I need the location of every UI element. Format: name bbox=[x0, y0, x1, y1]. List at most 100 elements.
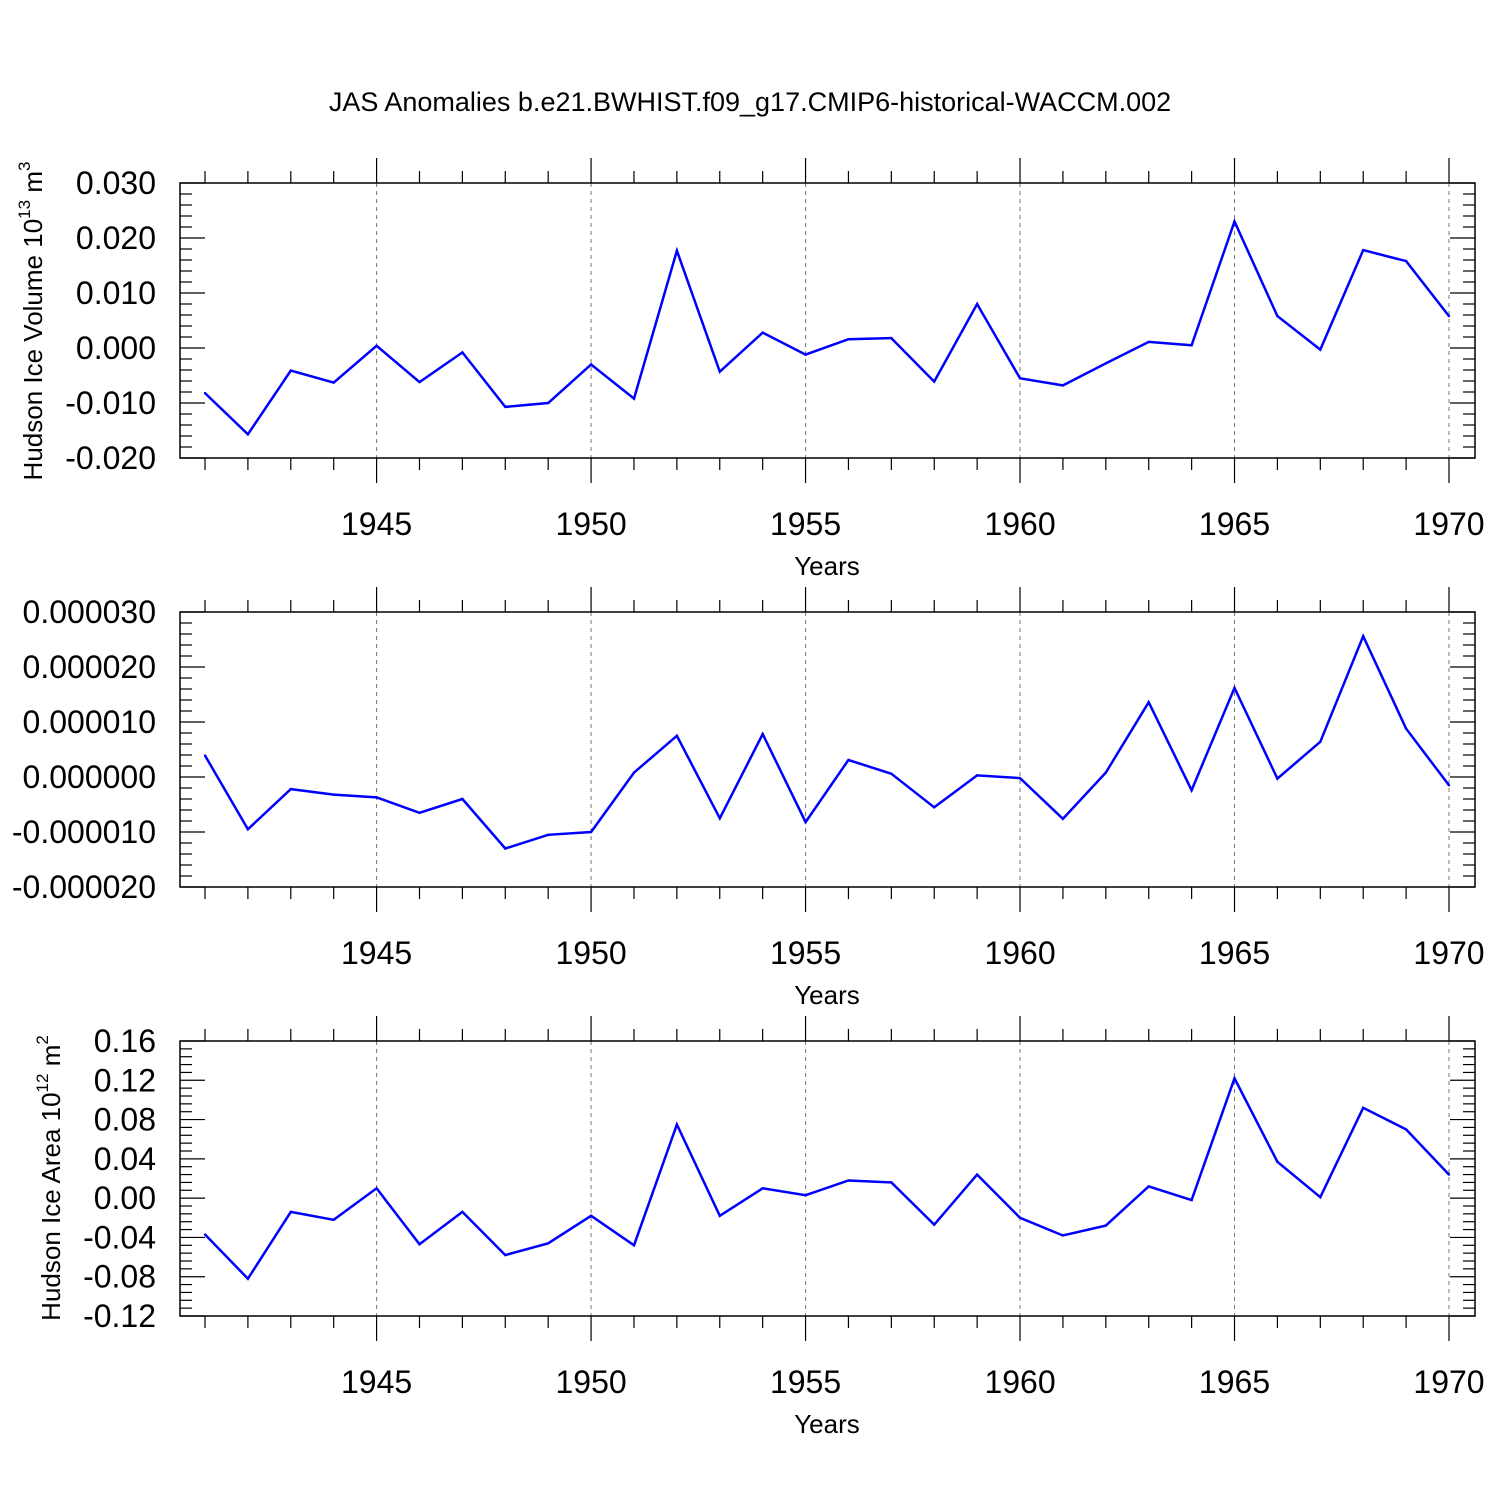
x-tick-label: 1965 bbox=[1199, 506, 1270, 542]
data-point-1959 bbox=[975, 1173, 979, 1176]
x-tick-label: 1955 bbox=[770, 935, 841, 971]
data-point-1961 bbox=[1061, 817, 1065, 820]
data-point-1966 bbox=[1276, 777, 1279, 780]
data-point-1944 bbox=[332, 381, 335, 384]
data-point-1964 bbox=[1190, 1198, 1193, 1202]
data-point-1961 bbox=[1061, 384, 1065, 387]
y-tick-label: 0.000000 bbox=[23, 759, 156, 795]
y-tick-label: 0.16 bbox=[94, 1023, 156, 1059]
data-point-1941 bbox=[203, 391, 207, 395]
data-point-1948 bbox=[504, 405, 507, 409]
x-tick-label: 1945 bbox=[341, 506, 412, 542]
data-point-1945 bbox=[375, 1187, 378, 1190]
y-axis-label-exponent: 12 bbox=[33, 1074, 52, 1093]
data-point-1957 bbox=[890, 336, 893, 340]
data-point-1962 bbox=[1104, 1224, 1108, 1227]
data-point-1956 bbox=[847, 1179, 850, 1182]
data-point-1961 bbox=[1061, 1234, 1065, 1237]
data-point-1955 bbox=[804, 820, 807, 824]
data-point-1960 bbox=[1018, 1216, 1022, 1219]
data-point-1956 bbox=[847, 338, 850, 341]
data-point-1968 bbox=[1362, 635, 1365, 638]
data-point-1944 bbox=[332, 1218, 335, 1221]
data-point-1964 bbox=[1190, 789, 1193, 792]
data-point-1964 bbox=[1190, 344, 1193, 347]
y-axis-label-exponent: 13 bbox=[15, 200, 34, 219]
y-tick-label: 0.000 bbox=[76, 330, 156, 366]
y-axis-label-text: Hudson Ice Area 10 bbox=[36, 1092, 66, 1320]
data-point-1963 bbox=[1147, 1185, 1150, 1188]
data-point-1966 bbox=[1276, 314, 1279, 318]
data-point-1957 bbox=[890, 772, 893, 775]
data-point-1950 bbox=[589, 830, 593, 834]
data-point-1952 bbox=[675, 734, 679, 737]
data-point-1954 bbox=[761, 1187, 764, 1190]
figure-title: JAS Anomalies b.e21.BWHIST.f09_g17.CMIP6… bbox=[329, 87, 1171, 117]
y-tick-label: -0.000010 bbox=[12, 814, 156, 850]
data-point-1947 bbox=[461, 351, 464, 354]
x-tick-label: 1950 bbox=[555, 1364, 626, 1400]
x-tick-label: 1960 bbox=[984, 935, 1055, 971]
data-point-1944 bbox=[332, 793, 335, 796]
y-tick-label: -0.08 bbox=[83, 1259, 156, 1295]
x-axis-label: Years bbox=[794, 551, 860, 581]
data-point-1968 bbox=[1362, 1106, 1365, 1109]
data-point-1969 bbox=[1404, 1128, 1408, 1131]
data-point-1969 bbox=[1404, 727, 1408, 730]
y-tick-label: 0.12 bbox=[94, 1062, 156, 1098]
data-point-1951 bbox=[632, 771, 636, 774]
y-axis-label: Hudson Ice Area 1012 m2 bbox=[33, 1035, 66, 1321]
data-point-1967 bbox=[1319, 348, 1322, 351]
data-point-1963 bbox=[1147, 701, 1150, 704]
y-tick-label: 0.08 bbox=[94, 1102, 156, 1138]
chart-panel-2: -0.000020 -0.000010 0.000000 0.000010 0.0000… bbox=[12, 587, 1485, 1010]
x-tick-label: 1960 bbox=[984, 506, 1055, 542]
series-line bbox=[204, 218, 1450, 437]
data-point-1966 bbox=[1276, 1160, 1279, 1164]
data-point-1952 bbox=[675, 1123, 679, 1126]
x-tick-label: 1950 bbox=[555, 935, 626, 971]
data-point-1959 bbox=[975, 774, 979, 777]
plot-frame bbox=[179, 611, 1476, 888]
y-axis-label-text: Hudson Ice Volume 10 bbox=[18, 219, 48, 481]
data-point-1951 bbox=[632, 397, 636, 400]
data-point-1947 bbox=[461, 1210, 464, 1214]
plot-frame bbox=[179, 182, 1476, 459]
data-point-1946 bbox=[418, 1243, 421, 1246]
x-tick-label: 1945 bbox=[341, 1364, 412, 1400]
y-tick-label: 0.010 bbox=[76, 275, 156, 311]
data-point-1959 bbox=[975, 302, 979, 306]
data-point-1952 bbox=[675, 249, 679, 252]
data-point-1970 bbox=[1447, 784, 1451, 787]
x-tick-label: 1970 bbox=[1413, 935, 1484, 971]
data-point-1955 bbox=[804, 353, 807, 356]
x-tick-label: 1945 bbox=[341, 935, 412, 971]
data-point-1970 bbox=[1447, 1173, 1451, 1176]
y-axis-label-unit-exponent: 3 bbox=[15, 162, 34, 171]
x-axis-label: Years bbox=[794, 1409, 860, 1439]
data-point-1958 bbox=[933, 380, 936, 383]
y-tick-label: -0.010 bbox=[65, 385, 156, 421]
y-axis-label: Hudson Ice Volume 1013 m3 bbox=[15, 162, 48, 481]
data-point-1946 bbox=[418, 811, 421, 814]
data-point-1949 bbox=[546, 833, 550, 836]
data-point-1945 bbox=[375, 796, 378, 799]
data-point-1965 bbox=[1233, 686, 1236, 690]
y-tick-label: -0.12 bbox=[83, 1298, 156, 1334]
x-axis-label: Years bbox=[794, 980, 860, 1010]
data-point-1962 bbox=[1104, 362, 1108, 365]
data-point-1948 bbox=[504, 1253, 507, 1257]
y-tick-label: -0.000020 bbox=[12, 869, 156, 905]
data-point-1941 bbox=[203, 1233, 207, 1236]
data-point-1954 bbox=[761, 331, 764, 334]
x-tick-label: 1965 bbox=[1199, 935, 1270, 971]
x-tick-label: 1970 bbox=[1413, 506, 1484, 542]
series-line bbox=[203, 633, 1450, 850]
x-tick-label: 1970 bbox=[1413, 1364, 1484, 1400]
data-point-1947 bbox=[461, 797, 464, 801]
data-point-1969 bbox=[1404, 259, 1408, 263]
data-point-1953 bbox=[718, 817, 721, 820]
data-point-1949 bbox=[546, 401, 550, 405]
data-point-1957 bbox=[890, 1181, 893, 1184]
